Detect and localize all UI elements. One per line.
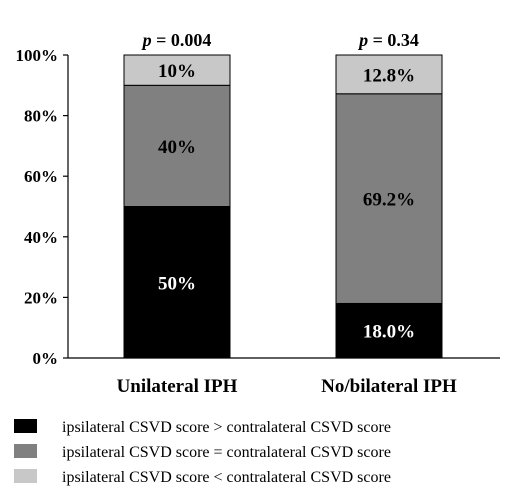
bar-segment	[123, 54, 231, 86]
bar-segment	[335, 54, 443, 95]
legend-swatch	[14, 469, 37, 483]
category-label: Unilateral IPH	[117, 376, 238, 397]
legend-swatch	[14, 419, 37, 433]
category-label: No/bilateral IPH	[321, 376, 457, 397]
y-tick-label: 60%	[24, 167, 58, 186]
data-label: 40%	[158, 137, 196, 158]
legend-label: ipsilateral CSVD score > contralateral C…	[62, 419, 391, 436]
legend-label: ipsilateral CSVD score < contralateral C…	[62, 469, 391, 486]
p-value-label: p = 0.34	[357, 30, 419, 50]
data-label: 69.2%	[363, 190, 415, 211]
data-label: 12.8%	[363, 65, 415, 86]
y-tick-label: 20%	[24, 288, 58, 307]
data-label: 18.0%	[363, 322, 415, 343]
legend-swatch	[14, 444, 37, 458]
y-tick-label: 80%	[24, 107, 58, 126]
legend-label: ipsilateral CSVD score = contralateral C…	[62, 444, 391, 461]
bar-segment	[335, 302, 443, 359]
bar-segment	[123, 84, 231, 207]
y-tick-label: 0%	[33, 349, 59, 368]
data-label: 10%	[158, 61, 196, 82]
bar-segment	[123, 206, 231, 359]
bar-segment	[335, 93, 443, 304]
data-label: 50%	[158, 273, 196, 294]
p-value-label: p = 0.004	[141, 30, 212, 50]
y-tick-label: 100%	[16, 46, 59, 65]
y-tick-label: 40%	[24, 228, 58, 247]
